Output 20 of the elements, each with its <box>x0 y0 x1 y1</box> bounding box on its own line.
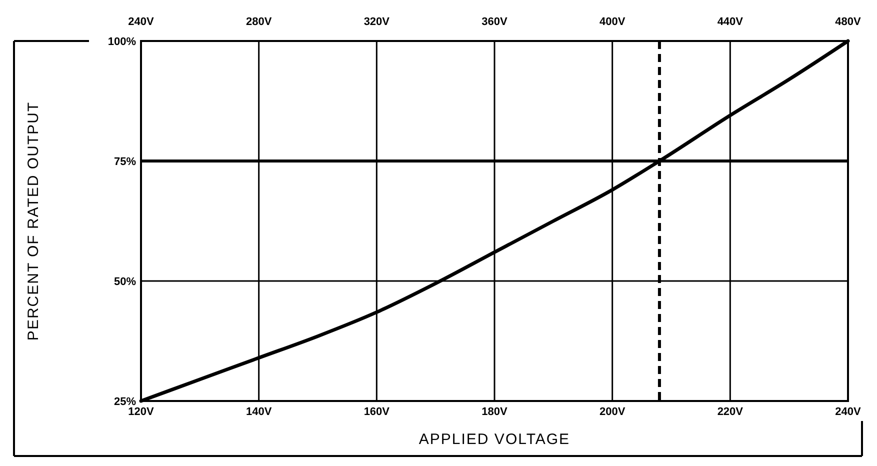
x-tick-label: 180V <box>482 406 508 418</box>
y-tick-label: 50% <box>114 276 136 288</box>
x-tick-label: 220V <box>717 406 744 418</box>
x2-tick-label: 240V <box>128 16 154 28</box>
x-axis-title: APPLIED VOLTAGE <box>418 431 570 448</box>
x2-tick-label: 280V <box>246 16 272 28</box>
x-tick-label: 140V <box>246 406 272 418</box>
x-tick-label: 200V <box>599 406 626 418</box>
x2-tick-label: 440V <box>717 16 744 28</box>
x2-tick-label: 480V <box>835 16 862 28</box>
y-axis-title: PERCENT OF RATED OUTPUT <box>25 101 42 341</box>
y-tick-label: 100% <box>108 36 136 48</box>
x2-tick-label: 400V <box>599 16 626 28</box>
y-tick-label: 75% <box>114 156 136 168</box>
y-tick-label: 25% <box>114 396 136 408</box>
x-tick-label: 160V <box>364 406 390 418</box>
x2-tick-label: 360V <box>482 16 508 28</box>
x-tick-label: 240V <box>835 406 862 418</box>
x2-tick-label: 320V <box>364 16 390 28</box>
x-tick-label: 120V <box>128 406 154 418</box>
